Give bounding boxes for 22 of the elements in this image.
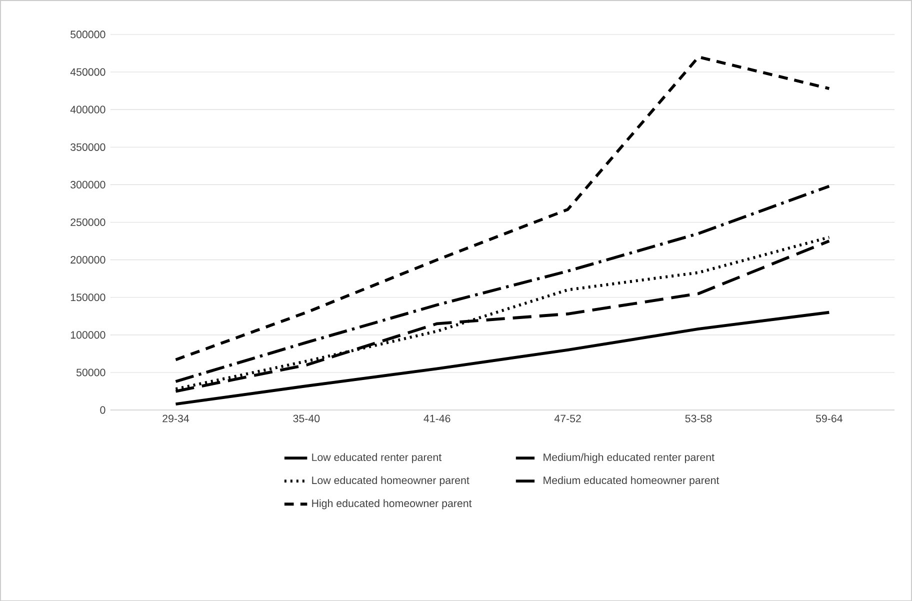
legend-label: High educated homeowner parent bbox=[312, 499, 472, 510]
y-tick-label: 500000 bbox=[70, 30, 106, 38]
legend-label: Low educated homeowner parent bbox=[312, 476, 470, 486]
y-tick-label: 150000 bbox=[70, 293, 106, 301]
legend-label: Medium/high educated renter parent bbox=[544, 453, 714, 463]
y-tick-label: 0 bbox=[100, 406, 106, 414]
y-tick-label: 400000 bbox=[70, 106, 106, 114]
y-tick-label: 200000 bbox=[70, 256, 106, 264]
x-tick-label: 35-40 bbox=[293, 414, 320, 422]
x-tick-label: 29-34 bbox=[162, 414, 190, 422]
x-tick-label: 41-46 bbox=[424, 414, 450, 422]
x-tick-label: 59-64 bbox=[816, 414, 842, 422]
legend-label: Low educated renter parent bbox=[312, 453, 442, 463]
y-tick-label: 250000 bbox=[70, 218, 106, 226]
legend-label: Medium educated homeowner parent bbox=[544, 476, 720, 486]
y-tick-label: 450000 bbox=[70, 68, 106, 76]
y-tick-label: 300000 bbox=[70, 180, 106, 188]
y-tick-label: 100000 bbox=[70, 331, 106, 339]
x-tick-label: 53-58 bbox=[685, 414, 712, 422]
x-tick-label: 47-52 bbox=[554, 414, 581, 422]
y-tick-label: 350000 bbox=[70, 143, 106, 151]
y-tick-label: 50000 bbox=[76, 368, 106, 376]
